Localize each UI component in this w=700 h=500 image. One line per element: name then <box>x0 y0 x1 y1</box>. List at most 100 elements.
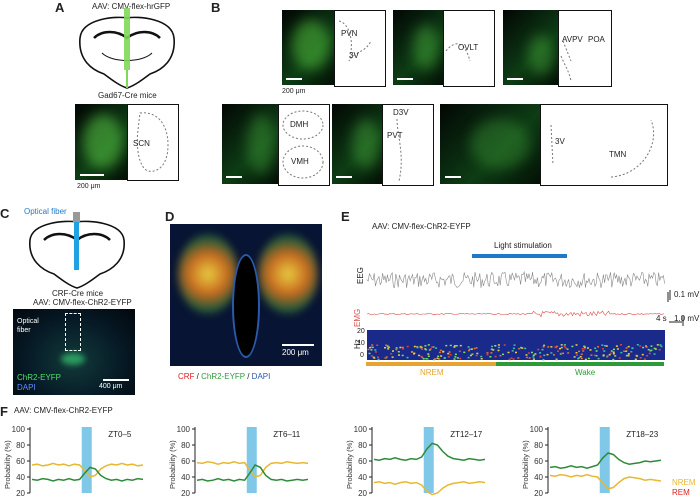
spectrogram-cell <box>636 344 639 346</box>
spectrogram-cell <box>639 345 642 347</box>
spectrogram-cell <box>631 347 634 350</box>
optical-fiber-label: Optical fiber <box>24 207 67 216</box>
y-tick-label: 20 <box>358 489 367 498</box>
spectrogram-cell <box>625 354 628 357</box>
spectrogram-cell <box>645 346 648 348</box>
series-wake <box>31 466 144 482</box>
spectrogram-cell <box>497 344 500 346</box>
y-tick-label: 60 <box>358 457 367 466</box>
spectrogram-cell <box>470 348 473 350</box>
spectrogram-cell <box>578 350 581 353</box>
spectrogram-cell <box>372 356 375 358</box>
spectrogram-cell <box>564 347 567 349</box>
spectrogram-cell <box>440 355 443 357</box>
avpv-micrograph <box>503 10 558 85</box>
spectrogram-cell <box>605 345 608 347</box>
ovlt-atlas: OVLT <box>443 10 495 87</box>
spectrogram-cell <box>542 346 545 348</box>
panel-f-virus: AAV: CMV-flex-ChR2-EYFP <box>14 406 113 415</box>
y-axis-label: Probability (%) <box>168 440 177 489</box>
spectrogram-cell <box>454 353 457 356</box>
spectrogram-cell <box>614 355 617 357</box>
spectrogram-cell <box>646 355 649 357</box>
spectrogram-cell <box>418 354 421 357</box>
spectrogram-cell <box>494 355 497 358</box>
spectrogram-cell <box>467 356 470 359</box>
spectrogram-cell <box>625 347 628 349</box>
spectrogram-cell <box>367 348 370 351</box>
spectrogram-cell <box>627 354 630 357</box>
pvt-micrograph <box>332 104 382 184</box>
subplot-title: ZT18–23 <box>626 430 659 439</box>
y-tick-label: 20 <box>534 489 543 498</box>
spectrogram-cell <box>436 357 439 360</box>
panel-f-label: F <box>0 404 8 419</box>
spectrogram-cell <box>531 351 533 354</box>
spectrogram-cell <box>550 346 553 348</box>
spectrogram-cell <box>368 352 371 355</box>
spectrogram-cell <box>546 353 549 356</box>
tmn-label: TMN <box>609 150 627 159</box>
spectrogram-cell <box>447 352 450 355</box>
spectrogram-cell <box>385 344 388 346</box>
spectrogram-cell <box>525 354 528 356</box>
spectrogram-cell <box>553 354 555 356</box>
spectrogram-cell <box>413 345 416 348</box>
spectrogram-cell <box>398 354 400 356</box>
emg-scale-label: 1.0 mV <box>674 314 700 323</box>
spectrogram-cell <box>537 348 540 351</box>
spectrogram-cell <box>610 350 613 352</box>
spectrogram-cell <box>390 353 393 355</box>
spectrogram-cell <box>556 345 559 348</box>
spectrogram-cell <box>660 345 663 348</box>
spectrogram-cell <box>497 346 500 349</box>
3v-label-b: 3V <box>555 137 565 146</box>
dmh-micrograph <box>222 104 278 184</box>
spectrogram-cell <box>492 349 495 351</box>
spectrogram-cell <box>424 348 427 350</box>
spectrogram-cell <box>438 351 441 354</box>
spectrogram-cell <box>580 357 583 360</box>
y-tick-label: 40 <box>16 473 25 482</box>
spectrogram-cell <box>438 358 441 360</box>
series-wake <box>373 442 486 461</box>
tmn-micrograph <box>440 104 540 184</box>
spectrogram-cell <box>463 351 466 354</box>
spectrogram-cell <box>547 346 550 348</box>
spectrogram-cell <box>639 357 642 359</box>
dmh-atlas: DMH VMH <box>278 104 330 186</box>
spectrogram-cell <box>524 347 527 350</box>
y-tick-label: 40 <box>534 473 543 482</box>
spectrogram <box>367 330 665 360</box>
panel-c-scale-label: 400 μm <box>99 383 123 390</box>
spectrogram-cell <box>395 347 398 349</box>
spectrogram-cell <box>397 351 400 353</box>
hz-tick-20: 20 <box>357 328 365 335</box>
spectrogram-cell <box>449 354 452 356</box>
nrem-state-label: NREM <box>420 368 444 377</box>
spectrogram-cell <box>586 347 589 349</box>
spectrogram-cell <box>499 354 502 357</box>
spectrogram-cell <box>491 348 494 351</box>
spectrogram-cell <box>399 346 402 349</box>
panel-a-mouse: Gad67-Cre mice <box>98 91 157 100</box>
avpv-atlas: AVPV POA <box>558 10 612 87</box>
eeg-scale-label: 0.1 mV <box>674 290 700 299</box>
panel-a-scale-label: 200 μm <box>77 183 101 190</box>
spectrogram-cell <box>550 352 553 354</box>
scn-micrograph <box>75 104 127 180</box>
spectrogram-cell <box>604 345 606 347</box>
panel-c-mouse: CRF-Cre mice <box>52 289 104 298</box>
spectrogram-cell <box>401 346 404 349</box>
spectrogram-cell <box>587 357 590 360</box>
fiber-track-outline <box>65 313 81 351</box>
dapi-legend-c: DAPI <box>17 383 36 392</box>
light-window <box>246 427 257 493</box>
y-tick-label: 80 <box>358 441 367 450</box>
spectrogram-cell <box>643 358 646 360</box>
spectrogram-cell <box>566 348 569 350</box>
spectrogram-cell <box>420 346 423 349</box>
spectrogram-cell <box>425 349 427 351</box>
spectrogram-cell <box>532 358 535 360</box>
chr2-legend-c: ChR2-EYFP <box>17 373 62 382</box>
